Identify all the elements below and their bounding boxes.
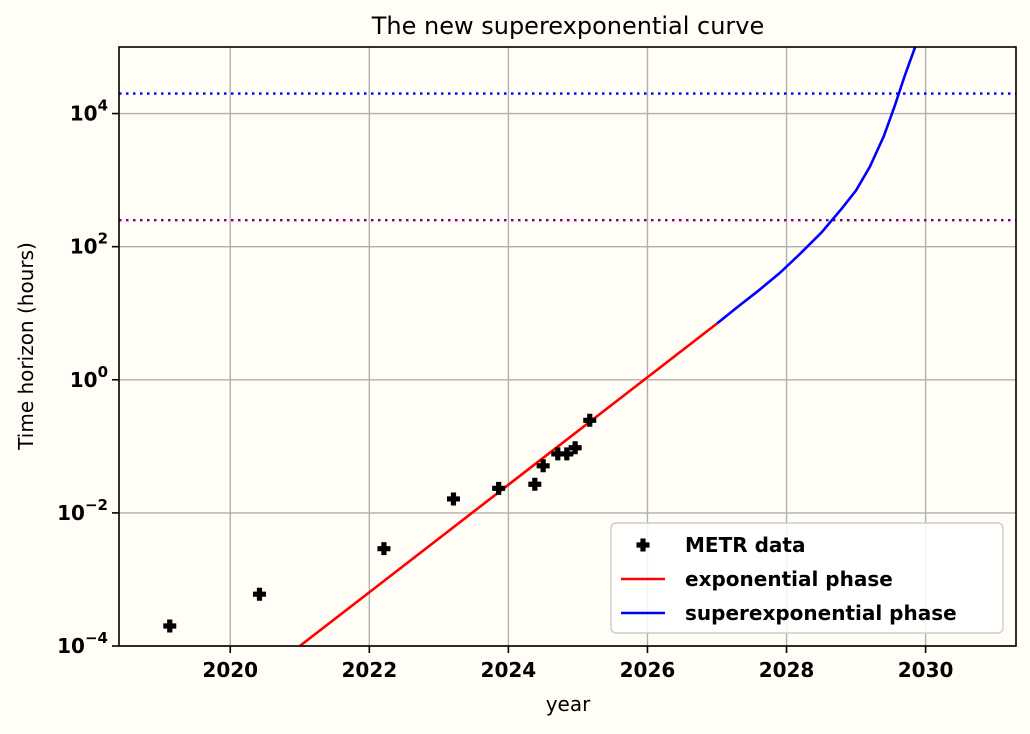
x-axis-ticks: 2020 2022 2024 2026 2028 2030: [202, 646, 953, 682]
exponential-phase-line: [298, 322, 718, 646]
x-tick-label: 2030: [898, 658, 954, 682]
legend-label: exponential phase: [685, 567, 893, 591]
axes-frame: [118, 46, 1017, 647]
y-axis-label: Time horizon (hours): [14, 242, 38, 451]
metr-data-point: [163, 619, 177, 633]
metr-data-point: [492, 481, 506, 495]
x-axis-label: year: [546, 692, 591, 716]
legend-box: [610, 522, 1004, 634]
metr-data-point: [568, 441, 582, 455]
x-tick-label: 2024: [481, 658, 537, 682]
x-tick-label: 2022: [341, 658, 397, 682]
metr-data-point: [252, 587, 266, 601]
x-tick-label: 2026: [620, 658, 676, 682]
legend-label: superexponential phase: [685, 601, 957, 625]
plot-series-group: [163, 47, 917, 646]
superexponential-phase-line: [716, 47, 917, 325]
y-tick-label: 100: [70, 363, 108, 392]
metr-data-point: [446, 492, 460, 506]
metr-data-point: [583, 413, 597, 427]
chart-title: The new superexponential curve: [371, 12, 765, 40]
legend-marker-icon: [636, 538, 650, 552]
x-tick-label: 2020: [202, 658, 258, 682]
metr-data-point: [536, 459, 550, 473]
metr-data-point: [551, 447, 565, 461]
legend-label: METR data: [685, 533, 805, 557]
y-tick-label: 10−4: [57, 629, 108, 658]
chart-legend: METR data exponential phase superexponenti…: [610, 522, 1004, 634]
x-tick-label: 2028: [759, 658, 815, 682]
metr-data-point: [377, 542, 391, 556]
metr-data-point: [528, 477, 542, 491]
metr-data-point: [560, 447, 574, 461]
y-axis-ticks: 10−4 10−2 100 102 104: [57, 97, 119, 658]
y-tick-label: 10−2: [57, 496, 108, 525]
y-tick-label: 104: [70, 97, 108, 126]
y-tick-label: 102: [70, 230, 108, 259]
